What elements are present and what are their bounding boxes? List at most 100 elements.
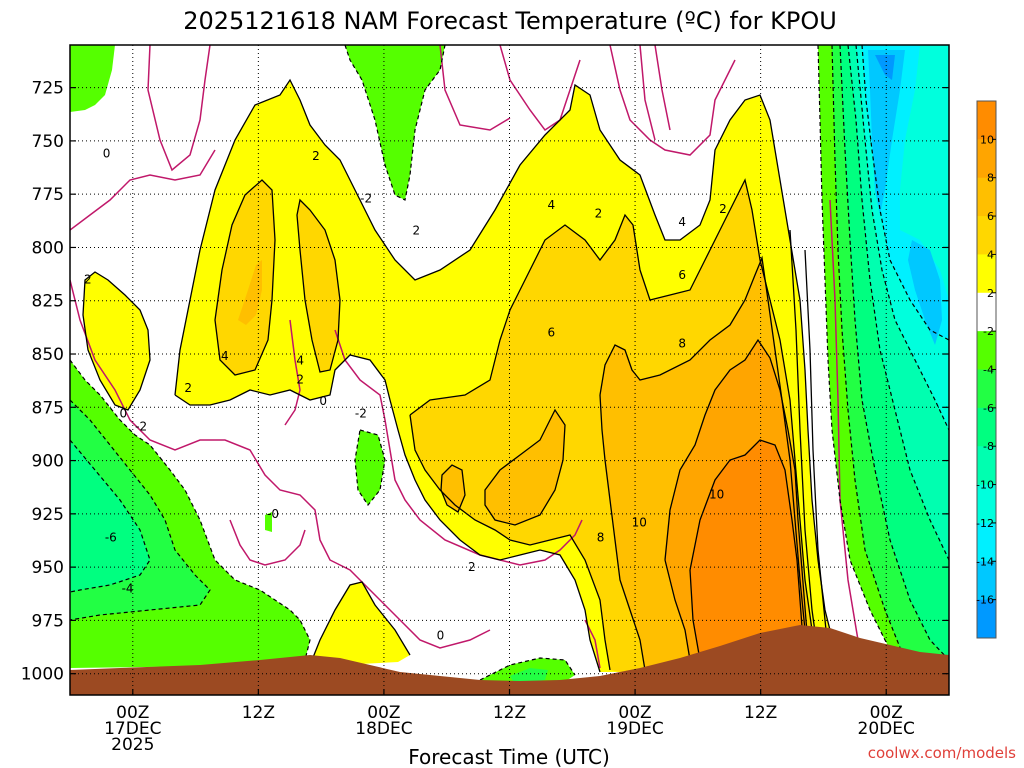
colorbar-bin [977, 446, 996, 486]
y-tick-label: 850 [32, 345, 64, 365]
contour-label: 2 [719, 202, 727, 216]
colorbar-bin [977, 484, 996, 524]
contour-4-mid [296, 198, 341, 373]
contour-4-left [214, 179, 276, 376]
y-tick-label: 875 [32, 398, 64, 418]
warm-region-6-blob3 [238, 260, 262, 325]
contour-label: 10 [709, 488, 724, 502]
contour-label: -0 [267, 507, 279, 521]
cold-region-upper-middle [345, 45, 445, 200]
contour-label: -2 [135, 419, 147, 433]
y-tick-label: 750 [32, 132, 64, 152]
zero-contour-5 [334, 329, 583, 566]
zero-contour-1 [147, 45, 211, 172]
contour-label: 2 [184, 381, 192, 395]
colorbar: 10 8 6 4 2 -2 -4 -6 -8 -10 -12 -14 -16 [976, 100, 997, 639]
contour-label: -2 [355, 407, 367, 421]
contour-label: 8 [678, 336, 686, 350]
contour-steep-right-1 [789, 229, 821, 669]
colorbar-tick-label: 10 [980, 133, 994, 146]
x-tick-label: 00Z [870, 703, 903, 723]
contour-label: 6 [548, 326, 556, 340]
x-tick-label: 20DEC [858, 719, 915, 739]
contour-2-lower [174, 354, 601, 673]
y-tick-label: 950 [32, 558, 64, 578]
contour-minus4-right [831, 45, 926, 695]
contour-label: 2 [84, 272, 92, 286]
contour-label: -6 [105, 530, 117, 544]
x-tick-label: 00Z [618, 703, 651, 723]
colorbar-tick-label: -2 [983, 325, 994, 338]
colorbar-bin [977, 407, 996, 447]
x-tick-label: 19DEC [606, 719, 663, 739]
y-tick-label: 1000 [21, 665, 64, 685]
contour-label: 0 [103, 147, 111, 161]
colorbar-tick-label: -14 [976, 555, 994, 568]
contour-6-main [599, 255, 813, 669]
contour-minus2-left [70, 359, 311, 661]
contour-8 [664, 338, 811, 669]
contour-label: 4 [296, 353, 304, 367]
zero-contour-9 [609, 45, 736, 156]
grid [70, 45, 949, 695]
x-tick-label: 18DEC [355, 719, 412, 739]
colorbar-tick-label: -8 [983, 440, 994, 453]
colorbar-bin [977, 522, 996, 562]
contour-10 [689, 439, 806, 669]
contour-label: 2 [413, 223, 421, 237]
contour-label: 10 [632, 515, 647, 529]
cold-region-minus6 [70, 440, 150, 592]
colorbar-tick-label: -4 [983, 364, 994, 377]
contour-minus6-right [839, 45, 949, 661]
contour-label: 2 [468, 560, 476, 574]
terrain [70, 625, 949, 695]
x-axis-label: Forecast Time (UTC) [408, 745, 610, 768]
x-tick-label: 00Z [116, 703, 149, 723]
zero-contour-2 [70, 149, 216, 231]
y-tick-label: 975 [32, 611, 64, 631]
cold-region-speck [265, 512, 272, 532]
cold-region-blob [355, 430, 385, 505]
colorbar-tick-label: 8 [987, 172, 994, 185]
y-tick-label: 775 [32, 185, 64, 205]
zero-contour-10 [639, 45, 656, 141]
warm-region-2-bottom [310, 582, 410, 665]
zero-contour-8 [439, 45, 511, 131]
x-tick-label: 12Z [744, 703, 777, 723]
contour-6-lower [599, 394, 646, 671]
contour-minus2-upper-middle [344, 45, 446, 201]
x-tick-label: 00Z [367, 703, 400, 723]
colorbar-bin [977, 254, 996, 294]
contour-minus2-blob [354, 429, 386, 507]
colorbar-tick-label: -10 [976, 479, 994, 492]
zero-contour-7 [499, 45, 581, 132]
contour-label: 2 [312, 149, 320, 163]
warm-region-10 [690, 440, 805, 672]
zero-contour-3 [70, 279, 491, 649]
contour-label: -2 [360, 191, 372, 205]
y-tick-label: 925 [32, 505, 64, 525]
contour-label: -4 [122, 581, 134, 595]
contour-2-bottom [309, 581, 411, 666]
zero-contour-4 [284, 319, 301, 426]
contour-label: 0 [319, 394, 327, 408]
cold-region-bottom-inner [510, 668, 548, 684]
y-tick-label: 825 [32, 292, 64, 312]
warm-region-6-blob2 [441, 465, 465, 512]
cold-region-right-minus14 [868, 50, 905, 215]
cold-region-upper-left [70, 45, 115, 112]
y-tick-label: 725 [32, 79, 64, 99]
colorbar-tick-label: -12 [976, 517, 994, 530]
colorbar-bin [977, 331, 996, 370]
zero-contours [70, 45, 873, 695]
contour-label: 2 [296, 373, 304, 387]
contour-label: 0 [120, 407, 128, 421]
contour-8-lower [664, 559, 691, 661]
contour-label: 6 [678, 268, 686, 282]
colorbar-tick-label: -6 [983, 402, 994, 415]
colorbar-bin [977, 216, 996, 255]
